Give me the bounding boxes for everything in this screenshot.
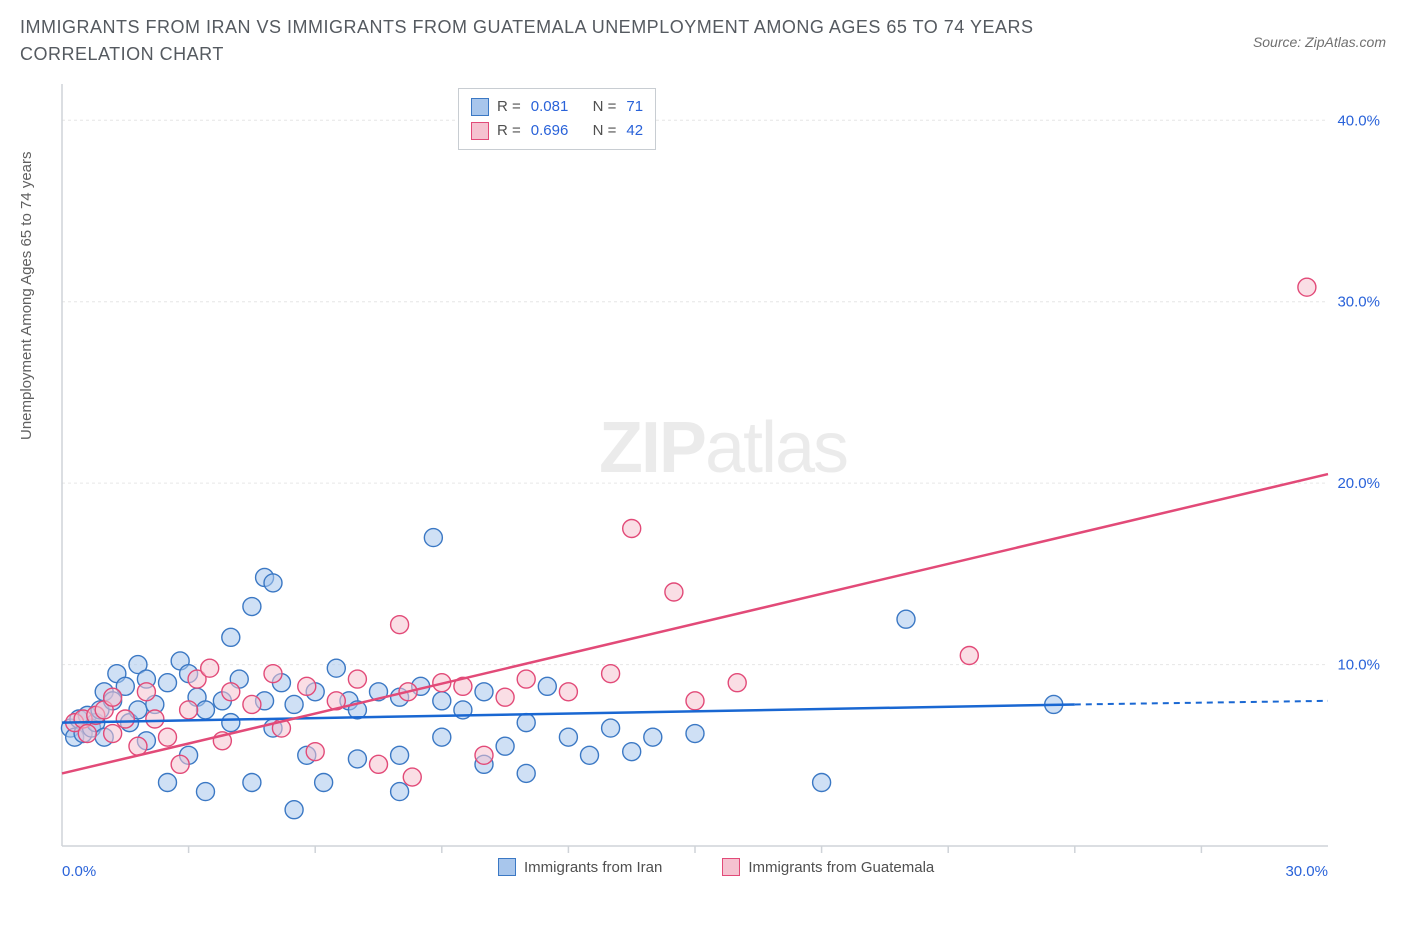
svg-text:30.0%: 30.0% bbox=[1285, 863, 1328, 880]
chart-title: IMMIGRANTS FROM IRAN VS IMMIGRANTS FROM … bbox=[20, 14, 1120, 68]
svg-text:20.0%: 20.0% bbox=[1337, 475, 1380, 492]
source-attribution: Source: ZipAtlas.com bbox=[1253, 34, 1386, 50]
swatch-pink-icon bbox=[471, 122, 489, 140]
correlation-legend: R = 0.081 N = 71 R = 0.696 N = 42 bbox=[458, 88, 656, 150]
chart-area: 10.0%20.0%30.0%40.0%0.0%30.0% ZIPatlas R… bbox=[58, 80, 1388, 880]
svg-text:0.0%: 0.0% bbox=[62, 863, 96, 880]
swatch-blue-icon bbox=[498, 858, 516, 876]
svg-text:40.0%: 40.0% bbox=[1337, 112, 1380, 129]
scatter-plot: 10.0% 20.0% 30.0% 40.0% 0.0% 30.0% bbox=[58, 80, 1388, 880]
legend-item-guatemala: Immigrants from Guatemala bbox=[722, 858, 934, 876]
svg-text:30.0%: 30.0% bbox=[1337, 294, 1380, 311]
chart-header: IMMIGRANTS FROM IRAN VS IMMIGRANTS FROM … bbox=[0, 0, 1406, 68]
legend-item-iran: Immigrants from Iran bbox=[498, 858, 662, 876]
series-legend: Immigrants from Iran Immigrants from Gua… bbox=[498, 858, 934, 876]
y-axis-label: Unemployment Among Ages 65 to 74 years bbox=[18, 151, 35, 440]
legend-row-iran: R = 0.081 N = 71 bbox=[471, 95, 643, 119]
swatch-pink-icon bbox=[722, 858, 740, 876]
svg-text:10.0%: 10.0% bbox=[1337, 657, 1380, 674]
legend-row-guatemala: R = 0.696 N = 42 bbox=[471, 119, 643, 143]
swatch-blue-icon bbox=[471, 98, 489, 116]
